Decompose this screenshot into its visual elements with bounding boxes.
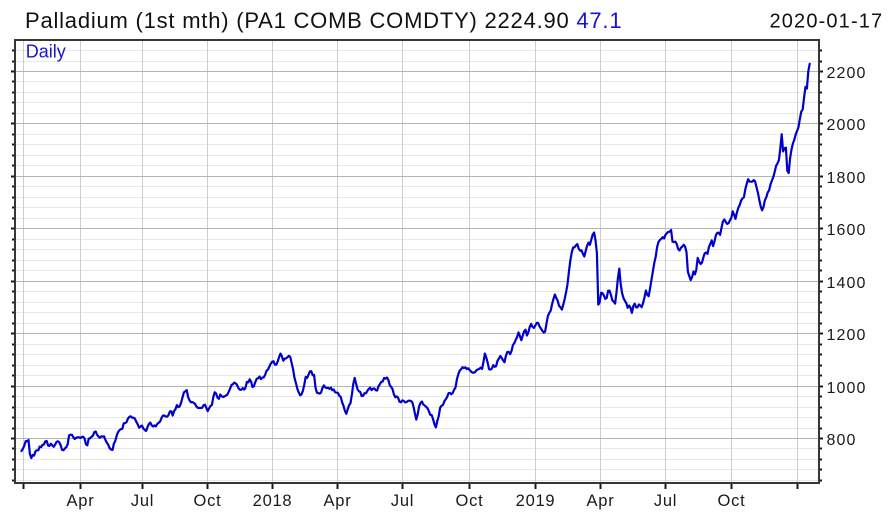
svg-text:1000: 1000 [827, 380, 867, 397]
svg-text:1800: 1800 [827, 170, 867, 187]
svg-text:Jul: Jul [391, 492, 414, 510]
svg-text:2018: 2018 [253, 492, 293, 510]
svg-text:Apr: Apr [324, 492, 352, 510]
svg-text:2020-01-17: 2020-01-17 [770, 11, 884, 33]
svg-text:800: 800 [827, 432, 857, 449]
svg-text:Oct: Oct [456, 492, 484, 510]
svg-text:Jul: Jul [654, 492, 677, 510]
svg-text:Jul: Jul [131, 492, 154, 510]
svg-text:Daily: Daily [26, 42, 66, 62]
svg-text:2200: 2200 [827, 65, 867, 82]
svg-text:1400: 1400 [827, 275, 867, 292]
svg-text:Apr: Apr [587, 492, 615, 510]
svg-text:2000: 2000 [827, 117, 867, 134]
svg-text:Apr: Apr [67, 492, 95, 510]
svg-text:1200: 1200 [827, 327, 867, 344]
svg-text:2019: 2019 [516, 492, 556, 510]
svg-text:Oct: Oct [194, 492, 222, 510]
svg-text:1600: 1600 [827, 222, 867, 239]
svg-text:Palladium (1st mth) (PA1 COMB: Palladium (1st mth) (PA1 COMB COMDTY) 22… [25, 8, 622, 33]
svg-text:Oct: Oct [718, 492, 746, 510]
